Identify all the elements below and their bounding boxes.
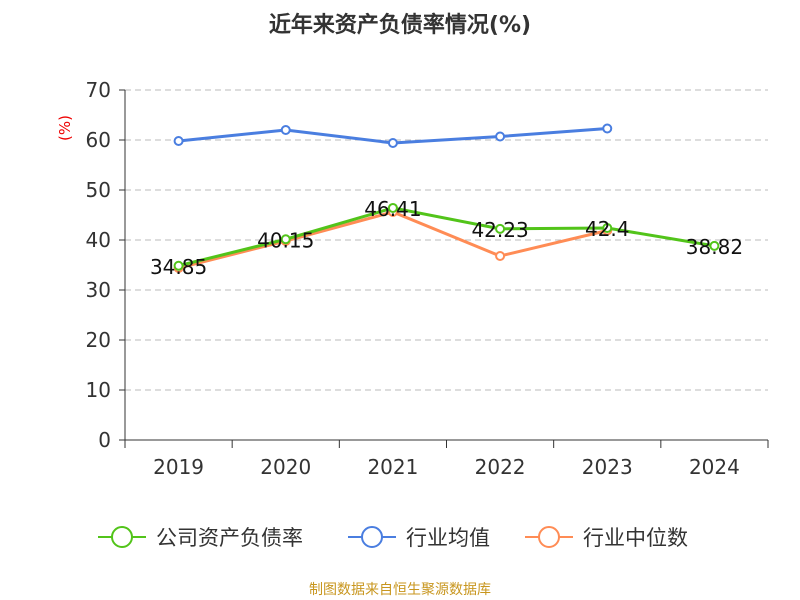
x-tick-label: 2023 [582, 455, 633, 479]
legend-marker [538, 526, 560, 548]
legend-label: 行业中位数 [583, 526, 688, 550]
legend-marker [361, 526, 383, 548]
series-line-0 [178, 206, 715, 268]
data-point [495, 223, 506, 234]
y-axis-label: (%) [56, 115, 74, 141]
y-tick-label: 10 [86, 378, 111, 402]
y-tick-label: 50 [86, 178, 111, 202]
data-point [387, 138, 398, 148]
data-point [387, 202, 398, 213]
y-tick-label: 20 [86, 328, 111, 352]
legend-label: 公司资产负债率 [156, 526, 303, 550]
x-tick-label: 2022 [475, 455, 526, 479]
x-tick-label: 2020 [260, 455, 311, 479]
y-tick-label: 70 [86, 78, 111, 102]
legend-label: 行业均值 [406, 526, 490, 550]
source-note: 制图数据来自恒生聚源数据库 [309, 582, 491, 598]
data-point [495, 251, 506, 261]
data-point [173, 136, 184, 146]
data-point [280, 234, 291, 245]
data-point [602, 223, 613, 233]
data-label: 38.82 [686, 235, 743, 259]
chart-title: 近年来资产负债率情况(%) [269, 12, 531, 38]
y-tick-label: 0 [98, 428, 111, 452]
data-label: 42.23 [471, 218, 528, 242]
data-point [602, 123, 613, 134]
data-point [173, 260, 184, 271]
data-label: 46.41 [364, 197, 421, 221]
legend-marker [111, 526, 133, 548]
data-point [495, 131, 506, 142]
x-tick-label: 2019 [153, 455, 204, 479]
data-point [709, 240, 720, 251]
x-tick-label: 2021 [367, 455, 418, 479]
y-tick-label: 60 [86, 128, 111, 152]
y-tick-label: 30 [86, 278, 111, 302]
data-label: 42.4 [585, 217, 630, 241]
x-tick-label: 2024 [689, 455, 740, 479]
y-tick-label: 40 [86, 228, 111, 252]
data-label: 34.85 [150, 255, 207, 279]
data-point [280, 125, 291, 135]
data-label: 40.15 [257, 228, 314, 252]
